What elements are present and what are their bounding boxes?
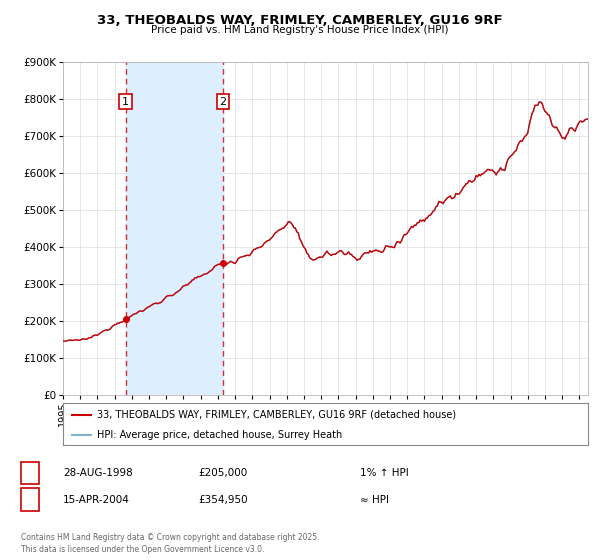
Text: HPI: Average price, detached house, Surrey Heath: HPI: Average price, detached house, Surr… (97, 430, 343, 440)
Text: £354,950: £354,950 (198, 494, 248, 505)
Text: 1: 1 (26, 468, 34, 478)
Text: Contains HM Land Registry data © Crown copyright and database right 2025.
This d: Contains HM Land Registry data © Crown c… (21, 533, 320, 554)
Text: 33, THEOBALDS WAY, FRIMLEY, CAMBERLEY, GU16 9RF (detached house): 33, THEOBALDS WAY, FRIMLEY, CAMBERLEY, G… (97, 410, 456, 420)
Bar (125, 62, 223, 395)
Text: 33, THEOBALDS WAY, FRIMLEY, CAMBERLEY, GU16 9RF: 33, THEOBALDS WAY, FRIMLEY, CAMBERLEY, G… (97, 14, 503, 27)
Text: Price paid vs. HM Land Registry's House Price Index (HPI): Price paid vs. HM Land Registry's House … (151, 25, 449, 35)
Text: ≈ HPI: ≈ HPI (360, 494, 389, 505)
Text: 15-APR-2004: 15-APR-2004 (63, 494, 130, 505)
Text: 2: 2 (220, 96, 226, 106)
Text: 1: 1 (122, 96, 129, 106)
Text: 2: 2 (26, 494, 34, 505)
Text: 28-AUG-1998: 28-AUG-1998 (63, 468, 133, 478)
Text: 1% ↑ HPI: 1% ↑ HPI (360, 468, 409, 478)
Text: £205,000: £205,000 (198, 468, 247, 478)
